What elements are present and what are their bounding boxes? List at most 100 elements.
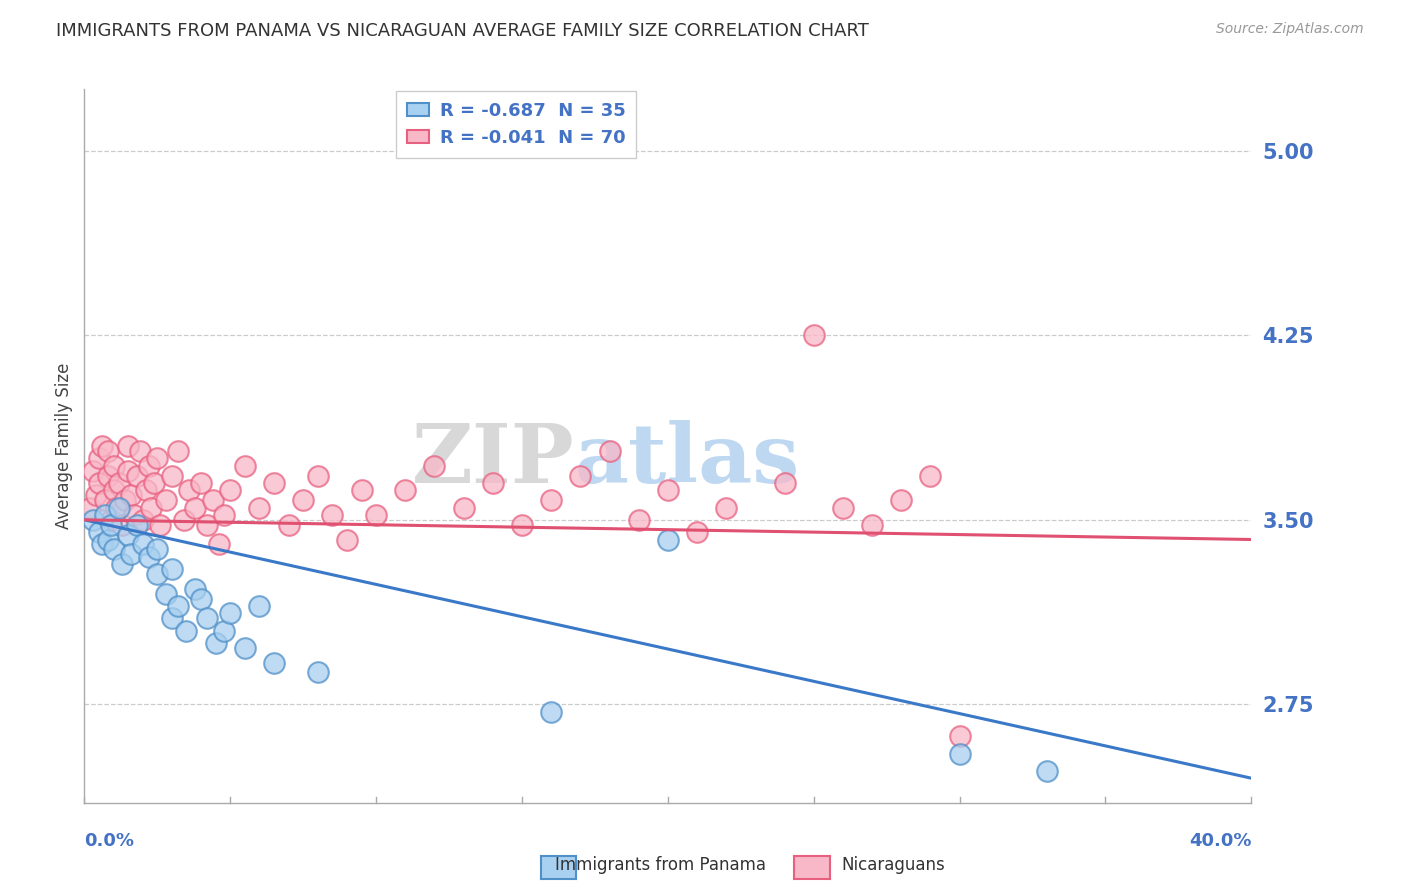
Point: [82, 464, 104, 478]
Point: [948, 747, 970, 761]
Point: [100, 513, 122, 527]
Point: [122, 508, 145, 522]
Text: Nicaraguans: Nicaraguans: [841, 856, 945, 874]
Point: [155, 493, 177, 508]
Point: [108, 475, 131, 490]
Point: [263, 656, 285, 670]
Point: [128, 444, 150, 458]
Legend: R = -0.687  N = 35, R = -0.041  N = 70: R = -0.687 N = 35, R = -0.041 N = 70: [396, 91, 636, 158]
Point: [657, 533, 679, 547]
Point: [94, 493, 117, 508]
Point: [125, 517, 148, 532]
Point: [714, 500, 737, 515]
Point: [204, 636, 226, 650]
Point: [120, 547, 142, 561]
Point: [114, 493, 136, 508]
Point: [247, 599, 270, 613]
Point: [219, 483, 242, 498]
Point: [263, 475, 285, 490]
Text: 40.0%: 40.0%: [1189, 832, 1251, 850]
Point: [146, 566, 169, 581]
Point: [90, 439, 112, 453]
Point: [173, 513, 195, 527]
Point: [79, 500, 101, 515]
Text: IMMIGRANTS FROM PANAMA VS NICARAGUAN AVERAGE FAMILY SIZE CORRELATION CHART: IMMIGRANTS FROM PANAMA VS NICARAGUAN AVE…: [56, 22, 869, 40]
Y-axis label: Average Family Size: Average Family Size: [55, 363, 73, 529]
Point: [195, 517, 218, 532]
Point: [190, 591, 212, 606]
Point: [132, 513, 155, 527]
Point: [138, 458, 160, 473]
Text: 0.0%: 0.0%: [84, 832, 135, 850]
Point: [366, 508, 388, 522]
Point: [233, 458, 256, 473]
Point: [860, 517, 883, 532]
Point: [247, 500, 270, 515]
Point: [481, 475, 505, 490]
Point: [233, 640, 256, 655]
Point: [540, 493, 562, 508]
Point: [277, 517, 299, 532]
Point: [832, 500, 855, 515]
Point: [569, 468, 592, 483]
Text: atlas: atlas: [575, 420, 800, 500]
Point: [120, 488, 142, 502]
Point: [176, 624, 198, 638]
Text: Immigrants from Panama: Immigrants from Panama: [555, 856, 766, 874]
Point: [686, 525, 709, 540]
Point: [103, 458, 125, 473]
Point: [111, 557, 134, 571]
Point: [160, 611, 183, 625]
Point: [423, 458, 446, 473]
Point: [97, 533, 120, 547]
Point: [103, 542, 125, 557]
Point: [111, 517, 134, 532]
Point: [117, 439, 139, 453]
Point: [540, 705, 562, 719]
Point: [599, 444, 621, 458]
Point: [103, 483, 125, 498]
Point: [207, 537, 229, 551]
Point: [84, 488, 107, 502]
Point: [219, 607, 242, 621]
Point: [108, 500, 131, 515]
Point: [201, 493, 224, 508]
Point: [394, 483, 416, 498]
Point: [160, 562, 183, 576]
Point: [82, 513, 104, 527]
Point: [190, 475, 212, 490]
Point: [117, 527, 139, 541]
Point: [160, 468, 183, 483]
Text: Source: ZipAtlas.com: Source: ZipAtlas.com: [1216, 22, 1364, 37]
Point: [890, 493, 912, 508]
Point: [292, 493, 315, 508]
Point: [90, 537, 112, 551]
Point: [87, 475, 110, 490]
Point: [87, 451, 110, 466]
Point: [149, 517, 172, 532]
Point: [166, 599, 188, 613]
Point: [773, 475, 796, 490]
Point: [100, 517, 122, 532]
Point: [307, 665, 329, 680]
Point: [135, 483, 157, 498]
Point: [166, 444, 188, 458]
Point: [146, 451, 169, 466]
Point: [803, 328, 825, 343]
Point: [627, 513, 650, 527]
Point: [143, 475, 166, 490]
Point: [132, 537, 155, 551]
Point: [336, 533, 359, 547]
Point: [97, 444, 120, 458]
Point: [453, 500, 475, 515]
Point: [510, 517, 533, 532]
Point: [350, 483, 373, 498]
Point: [214, 624, 236, 638]
Point: [657, 483, 679, 498]
Point: [321, 508, 343, 522]
Text: ZIP: ZIP: [412, 420, 575, 500]
Point: [105, 500, 128, 515]
Point: [948, 730, 970, 744]
Point: [87, 525, 110, 540]
Point: [184, 582, 207, 596]
